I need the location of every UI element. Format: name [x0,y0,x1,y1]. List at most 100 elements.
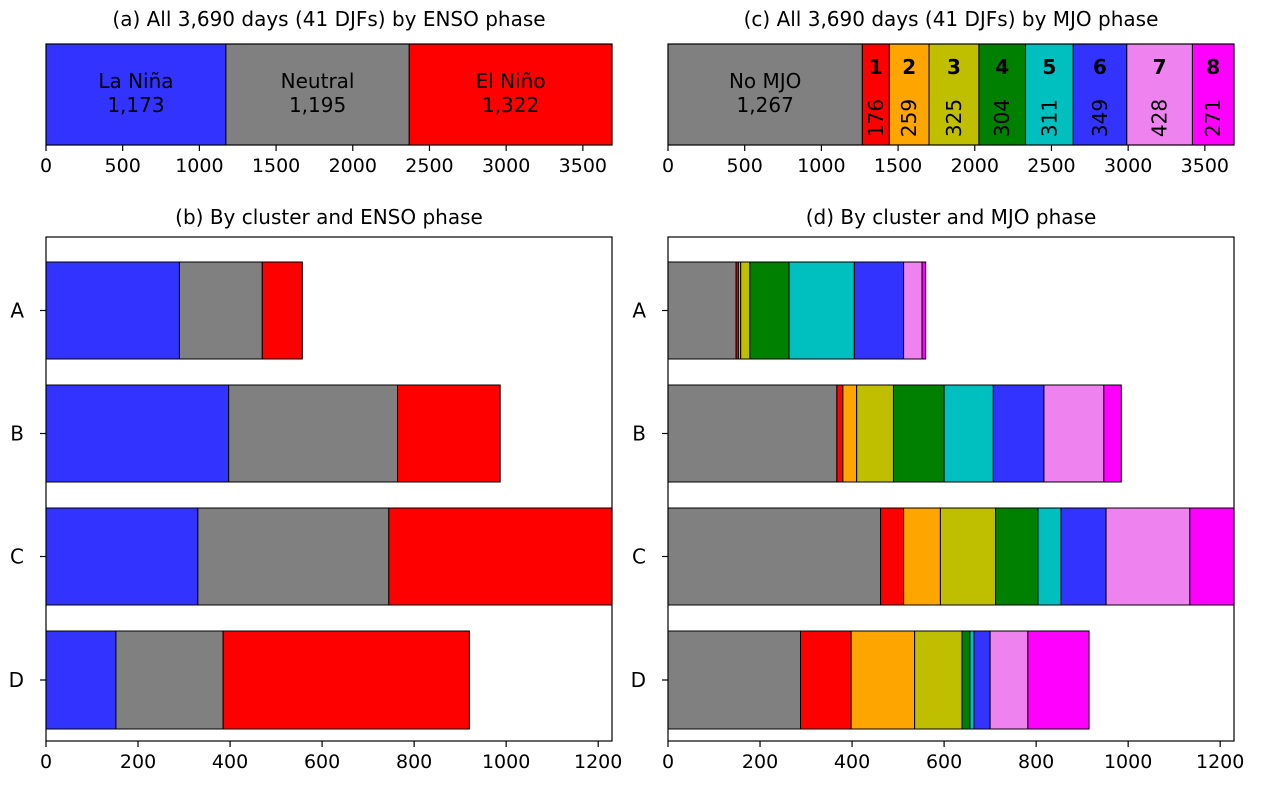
bar-segment [667,384,838,483]
cluster-label: A [10,299,24,323]
bar-segment [989,630,1029,730]
segment-phase-number: 3 [947,55,961,79]
cluster-label: C [632,545,646,569]
chart-title: (c) All 3,690 days (41 DJFs) by MJO phas… [744,7,1159,31]
segment-value: 1,173 [107,93,164,117]
cluster-label: B [632,422,646,446]
chart-title: (b) By cluster and ENSO phase [175,205,483,229]
bar-segment [667,507,882,606]
bar-segment [856,384,894,483]
bar-segment [115,630,224,730]
bar-segment [880,507,905,606]
xtick-label: 500 [105,155,141,177]
xtick-label: 200 [742,751,778,773]
xtick-label: 600 [304,751,340,773]
cluster-label: A [632,299,646,323]
segment-value: 271 [1201,99,1225,137]
xtick-label: 500 [727,155,763,177]
bar-segment [261,261,303,360]
xtick-label: 3000 [482,155,530,177]
bar-segment [178,261,263,360]
bar-segment [995,507,1039,606]
cluster-label: D [9,668,24,692]
xtick-label: 200 [120,751,156,773]
bar-segment [397,384,501,483]
xtick-label: 2000 [329,155,377,177]
xtick-label: 1500 [874,155,922,177]
bar-segment [388,507,613,606]
bar-segment [921,261,927,360]
bar-segment [1105,507,1191,606]
xtick-label: 1200 [574,751,622,773]
segment-value: 311 [1037,99,1061,137]
xtick-label: 600 [926,751,962,773]
bar-segment [667,261,737,360]
bar-segment [228,384,399,483]
bar-segment [903,261,923,360]
bar-segment [836,384,844,483]
segment-phase-number: 8 [1206,55,1220,79]
segment-name: Neutral [281,69,355,93]
segment-name: No MJO [729,69,801,93]
cluster-label: C [10,545,24,569]
cluster-label: B [10,422,24,446]
bar-segment [939,507,997,606]
bar-segment [1072,43,1128,146]
segment-phase-number: 2 [902,55,916,79]
bar-segment [45,261,180,360]
bar-segment [1189,507,1235,606]
segment-value: 428 [1148,99,1172,137]
cluster-label: D [631,668,646,692]
bar-segment [197,507,390,606]
xtick-label: 3500 [559,155,607,177]
bar-segment [1191,43,1235,146]
bar-segment [842,384,858,483]
bar-segment [888,43,930,146]
bar-segment [222,630,470,730]
axes-frame-d [667,236,1235,742]
bar-segment [45,43,227,146]
chart-title: (d) By cluster and MJO phase [806,205,1097,229]
xtick-label: 1200 [1196,751,1244,773]
bar-segment [749,261,790,360]
bar-segment [969,630,975,730]
bar-segment [1037,507,1062,606]
xtick-label: 0 [40,155,52,177]
bar-segment [978,43,1027,146]
axes-frame-c [667,43,1235,146]
segment-name: El Niño [476,69,546,93]
panel-d: (d) By cluster and MJO phase A B C D 0 200 400 6… [631,205,1245,773]
xtick-label: 2500 [1027,155,1075,177]
bar-segment [800,630,852,730]
bar-segment [1027,630,1090,730]
xtick-label: 400 [212,751,248,773]
segment-value: 176 [864,99,888,137]
xtick-label: 1000 [175,155,223,177]
xtick-label: 1000 [1104,751,1152,773]
xtick-label: 2500 [405,155,453,177]
segment-name: La Niña [98,69,173,93]
xtick-label: 1500 [252,155,300,177]
bar-segment [853,261,905,360]
xtick-label: 3500 [1181,155,1229,177]
segment-value: 1,267 [737,93,794,117]
bar-segment [1043,384,1105,483]
axes-frame-b [45,236,613,742]
bar-segment [961,630,971,730]
panel-c: (c) All 3,690 days (41 DJFs) by MJO phas… [662,7,1235,177]
segment-value: 325 [942,99,966,137]
xtick-label: 0 [662,155,674,177]
bar-segment [1103,384,1122,483]
segment-value: 1,195 [289,93,346,117]
segment-phase-number: 1 [869,55,883,79]
bar-segment [992,384,1045,483]
bar-segment [788,261,855,360]
xtick-label: 400 [834,751,870,773]
segment-phase-number: 6 [1093,55,1107,79]
chart-title: (a) All 3,690 days (41 DJFs) by ENSO pha… [112,7,545,31]
panel-b: (b) By cluster and ENSO phase A B C D 0 200 400… [9,205,623,773]
bar-segment [740,261,751,360]
xtick-label: 0 [662,751,674,773]
segment-value: 1,322 [482,93,539,117]
